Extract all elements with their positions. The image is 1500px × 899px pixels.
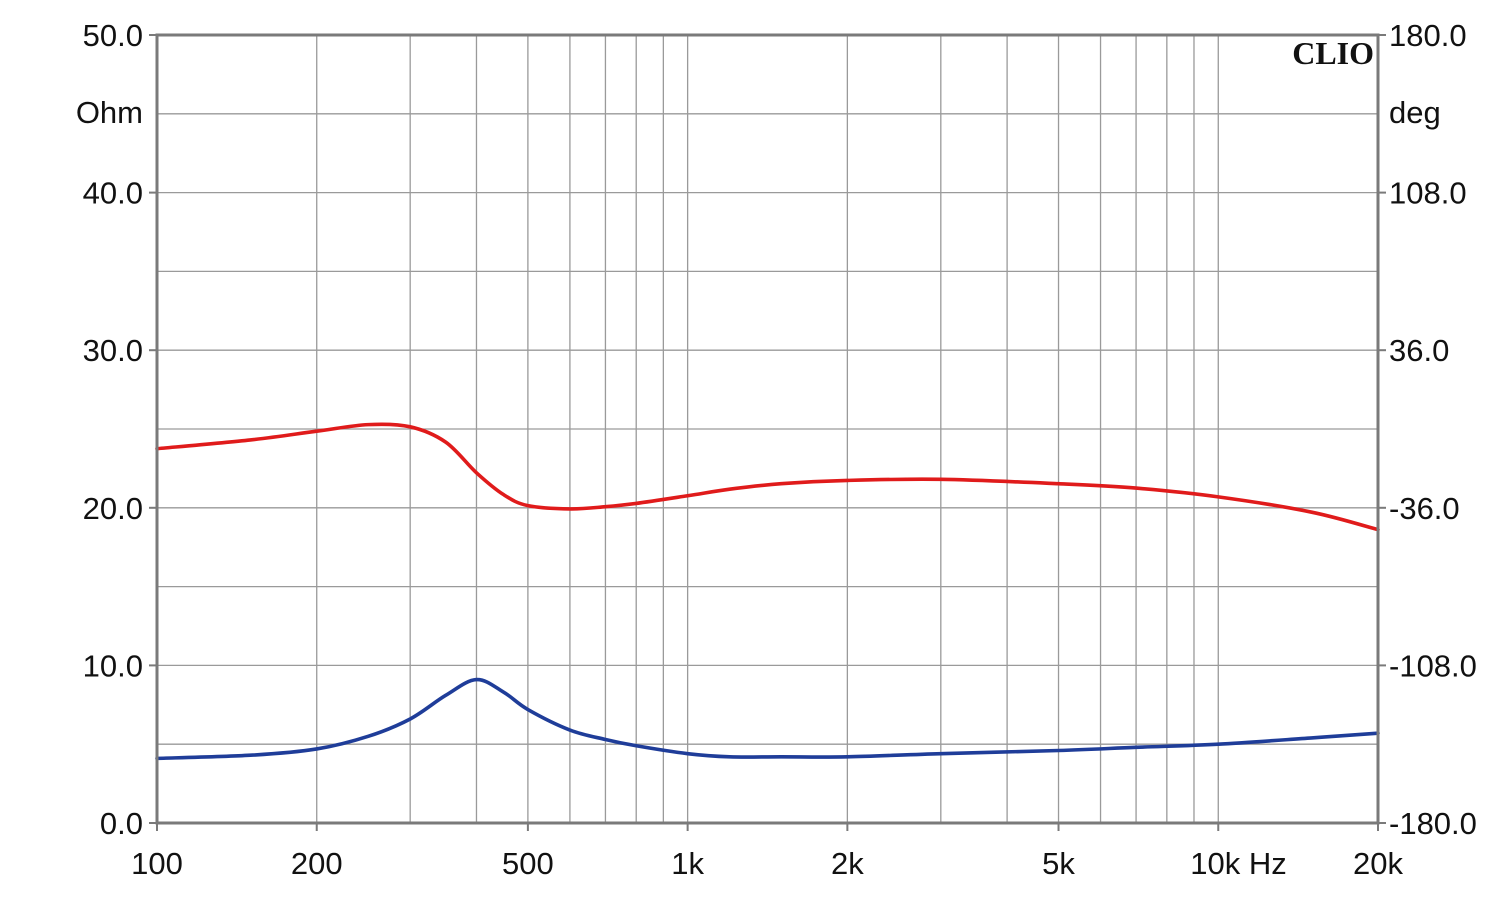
- x-tick-label: 500: [502, 846, 554, 881]
- left-axis-unit: Ohm: [76, 95, 143, 130]
- x-tick-label: 100: [131, 846, 183, 881]
- left-tick-label: 10.0: [83, 648, 143, 683]
- right-axis-unit: deg: [1389, 95, 1441, 130]
- x-tick-label: 5k: [1042, 846, 1075, 881]
- plot-frame: [155, 33, 1380, 825]
- right-axis-ticks: -180.0 -108.0 -36.0 36.0 108.0 180.0: [1378, 18, 1477, 841]
- x-tick-label: 20k: [1353, 846, 1403, 881]
- x-tick-label: 1k: [671, 846, 704, 881]
- left-tick-label: 30.0: [83, 333, 143, 368]
- series-layer: [155, 422, 1380, 761]
- x-tick-label: 10k Hz: [1190, 846, 1286, 881]
- left-axis-ticks: 0.0 10.0 20.0 30.0 40.0 50.0: [83, 18, 157, 841]
- right-tick-label: 108.0: [1389, 176, 1467, 211]
- left-tick-label: 40.0: [83, 176, 143, 211]
- right-tick-label: 36.0: [1389, 333, 1449, 368]
- phase-series-line: [155, 422, 1380, 532]
- right-tick-label: -108.0: [1389, 648, 1477, 683]
- x-axis-ticks: 100 200 500 1k 2k 5k 10k Hz 20k: [131, 823, 1403, 881]
- major-gridlines: [157, 113, 1378, 745]
- left-tick-label: 50.0: [83, 18, 143, 53]
- right-tick-label: -36.0: [1389, 491, 1460, 526]
- clio-brand-label: CLIO: [1292, 35, 1374, 71]
- right-tick-label: 180.0: [1389, 18, 1467, 53]
- x-tick-label: 2k: [831, 846, 864, 881]
- x-tick-label: 200: [291, 846, 343, 881]
- right-tick-label: -180.0: [1389, 806, 1477, 841]
- left-tick-label: 0.0: [100, 806, 143, 841]
- impedance-series-line: [155, 677, 1380, 761]
- left-tick-label: 20.0: [83, 491, 143, 526]
